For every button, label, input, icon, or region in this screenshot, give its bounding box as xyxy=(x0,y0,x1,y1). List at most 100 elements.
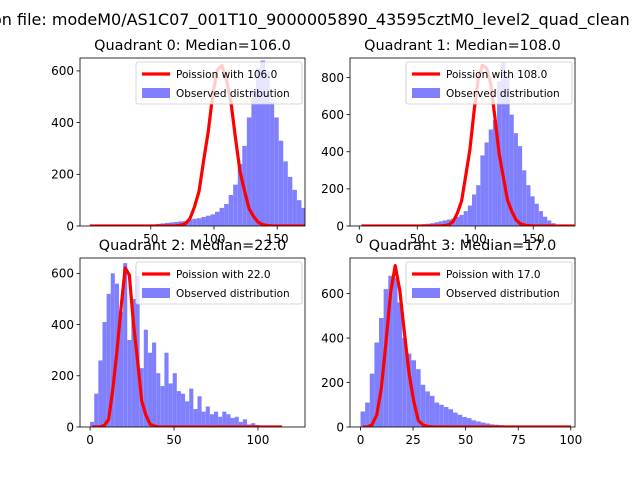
histogram-bar xyxy=(439,404,444,427)
histogram-bar xyxy=(251,423,256,427)
y-tick-label: 600 xyxy=(321,287,344,301)
histogram-bar xyxy=(434,402,440,427)
histogram-bar xyxy=(443,406,449,427)
histogram-bar xyxy=(480,422,486,427)
legend-bar-swatch xyxy=(412,288,440,298)
histogram-bar xyxy=(98,360,103,427)
histogram-bar xyxy=(94,393,99,427)
subplot-title: Quadrant 1: Median=108.0 xyxy=(364,38,561,54)
plot-marks xyxy=(90,263,283,427)
histogram-bar xyxy=(156,373,161,427)
x-tick-label: 75 xyxy=(511,433,526,447)
histogram-bar xyxy=(234,416,239,427)
histogram-bar xyxy=(189,388,194,427)
histogram-bar xyxy=(180,393,186,427)
histogram-bar xyxy=(187,219,193,226)
x-tick-label: 100 xyxy=(203,232,226,246)
histogram-bar xyxy=(466,418,472,427)
plot-marks xyxy=(360,263,571,427)
histogram-bar xyxy=(526,185,531,226)
histogram-bar xyxy=(228,194,234,226)
histogram-bar xyxy=(174,221,179,226)
subplot-title: Quadrant 2: Median=22.0 xyxy=(99,238,287,254)
histogram-bar xyxy=(164,352,169,427)
histogram-bar xyxy=(283,161,288,226)
histogram-bar xyxy=(110,273,115,427)
histogram-bar xyxy=(455,216,460,226)
histogram-bar xyxy=(168,383,173,427)
x-tick-label: 100 xyxy=(559,433,582,447)
histogram-bar xyxy=(406,353,412,427)
histogram-bar xyxy=(185,401,190,427)
legend-label-poisson: Poission with 17.0 xyxy=(446,269,541,281)
legend: Poission with 22.0 Observed distribution xyxy=(135,261,303,305)
poisson-line xyxy=(362,263,571,427)
histogram-bar xyxy=(522,170,527,226)
legend-label-poisson: Poission with 108.0 xyxy=(446,69,547,81)
histogram-bar xyxy=(209,414,214,427)
legend-box xyxy=(405,61,573,105)
histogram-bar xyxy=(269,101,275,226)
axes-frame xyxy=(79,57,306,227)
histogram-bar xyxy=(265,70,270,226)
histogram-bar xyxy=(292,189,297,226)
histogram-bar xyxy=(201,216,206,226)
y-tick-label: 400 xyxy=(51,318,74,332)
histogram-bar xyxy=(123,263,128,427)
x-tick-label: 50 xyxy=(166,433,181,447)
histogram-bar xyxy=(118,311,124,427)
histogram-bar xyxy=(237,163,243,226)
histogram-bar xyxy=(484,142,489,226)
histogram-bar xyxy=(246,117,252,226)
histogram-bar xyxy=(476,421,481,427)
histogram-bar xyxy=(106,293,111,427)
histogram-bar xyxy=(448,409,454,427)
axes-frame xyxy=(79,257,306,428)
x-tick-label: 25 xyxy=(405,433,420,447)
histogram-bar xyxy=(224,204,229,226)
histogram-bar xyxy=(215,211,220,226)
histogram-bar xyxy=(131,298,136,427)
y-tick-label: 600 xyxy=(51,64,74,78)
y-tick-label: 800 xyxy=(321,71,344,85)
y-tick-label: 0 xyxy=(336,420,344,434)
legend-label-poisson: Poission with 22.0 xyxy=(176,269,271,281)
histogram-bar xyxy=(442,220,447,226)
histogram-bar xyxy=(402,338,407,427)
x-tick-label: 50 xyxy=(143,232,158,246)
histogram-bar xyxy=(471,420,477,427)
histogram-bar xyxy=(219,207,225,226)
histogram-bar xyxy=(260,60,266,226)
legend-box xyxy=(135,261,303,305)
y-tick-label: 400 xyxy=(321,331,344,345)
legend-label-observed: Observed distribution xyxy=(176,88,290,100)
histogram-bar xyxy=(274,117,279,226)
histogram-bar xyxy=(542,216,548,226)
poisson-line xyxy=(92,266,283,427)
histogram-bar xyxy=(480,155,485,226)
x-tick-label: 0 xyxy=(357,433,365,447)
histogram-bar xyxy=(463,211,468,226)
histogram-bar xyxy=(534,203,539,226)
histogram-bar xyxy=(457,414,463,427)
histogram-bar xyxy=(222,411,227,427)
histogram-bar xyxy=(530,196,535,226)
histogram-bar xyxy=(301,207,305,226)
legend-label-observed: Observed distribution xyxy=(176,288,290,300)
histogram-bar xyxy=(392,278,398,427)
y-tick-label: 400 xyxy=(321,145,344,159)
y-tick-label: 0 xyxy=(66,420,74,434)
histogram-bar xyxy=(102,322,107,427)
histogram-bar xyxy=(429,395,435,427)
histogram-bar xyxy=(505,75,510,226)
histogram-bar xyxy=(416,369,421,427)
histogram-bar xyxy=(90,421,95,427)
histogram-bar xyxy=(218,416,223,427)
histogram-bar xyxy=(152,342,157,427)
histogram-bar xyxy=(193,409,198,427)
legend: Poission with 106.0 Observed distribution xyxy=(135,61,303,105)
histogram-bar xyxy=(472,194,477,226)
x-tick-label: 100 xyxy=(247,433,270,447)
y-tick-label: 200 xyxy=(321,376,344,390)
histogram-bar xyxy=(197,396,202,427)
